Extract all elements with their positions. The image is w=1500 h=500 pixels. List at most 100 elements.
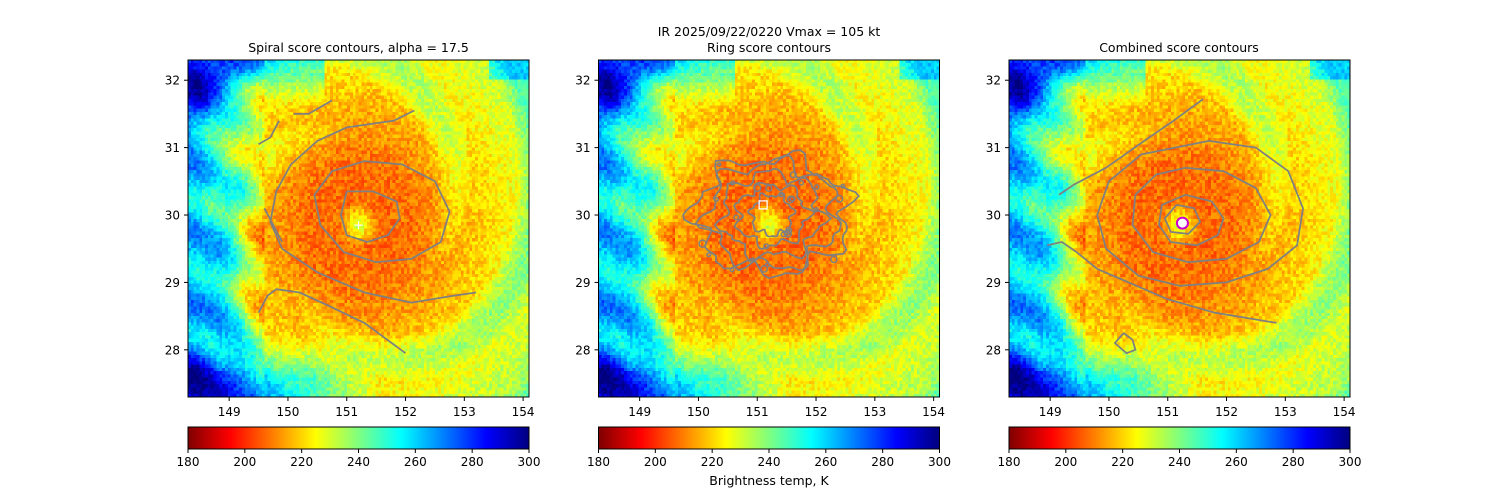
- spiral-axes-frame: [187, 59, 530, 398]
- x-tick-label: 153: [863, 405, 886, 419]
- contour-line: [263, 207, 283, 243]
- y-tick-label: 28: [575, 343, 590, 357]
- contour-line: [269, 109, 477, 304]
- spiral-colorbar: 180 200 220 240 260 280 300: [177, 426, 541, 469]
- contour-line: [258, 120, 280, 145]
- ring-contour-blob: [753, 183, 762, 193]
- colorbar-tick-label: 280: [871, 455, 894, 469]
- colorbar-tick-label: 300: [1339, 455, 1362, 469]
- contour-line: [257, 288, 407, 354]
- ring-contour: [746, 192, 797, 238]
- colorbar-tick-label: 260: [1225, 455, 1248, 469]
- spiral-panel-title: Spiral score contours, alpha = 17.5: [248, 40, 469, 55]
- x-tick-label: 153: [453, 405, 476, 419]
- ring-contour: [713, 167, 833, 263]
- combined-contours: [1047, 98, 1304, 355]
- contour-line: [1158, 193, 1225, 247]
- spiral-panel: 149 150 151 152 153 154 28 29 30 31 32 Spiral scor…: [165, 40, 541, 469]
- ring-contour: [733, 181, 816, 250]
- x-tick-label: 151: [335, 405, 358, 419]
- x-tick-label: 154: [1333, 405, 1356, 419]
- x-tick-label: 154: [512, 405, 535, 419]
- contour-line: [313, 160, 451, 264]
- colorbar-tick-label: 300: [518, 455, 541, 469]
- colorbar-tick-label: 180: [998, 455, 1021, 469]
- ring-contour-blob: [835, 194, 844, 203]
- ring-contours: [682, 149, 861, 280]
- ring-contour-blob: [813, 207, 819, 213]
- contour-line: [1113, 332, 1137, 355]
- center-square-marker: [758, 200, 768, 210]
- x-tick-label: 152: [1215, 405, 1238, 419]
- colorbar-label: Brightness temp, K: [709, 473, 829, 488]
- contour-line: [1163, 204, 1201, 235]
- ring-ticks: 149 150 151 152 153 154 28 29 30 31 32: [575, 74, 945, 419]
- ring-contour-blob: [798, 180, 805, 186]
- colorbar-tick-label: 280: [1282, 455, 1305, 469]
- ring-contour-blob: [840, 183, 846, 189]
- colorbar-tick-label: 180: [587, 455, 610, 469]
- brightness-temperature-image: [598, 60, 940, 397]
- colorbar-tick-label: 240: [1168, 455, 1191, 469]
- colorbar-tick-label: 200: [233, 455, 256, 469]
- center-cross-marker: [354, 221, 363, 230]
- combined-axes-frame: [1008, 59, 1351, 398]
- y-tick-label: 30: [986, 209, 1001, 223]
- colorbar-gradient: [187, 426, 530, 450]
- x-tick-label: 154: [922, 405, 945, 419]
- x-tick-label: 151: [1156, 405, 1179, 419]
- y-tick-label: 30: [165, 209, 180, 223]
- colorbar-tick-label: 240: [347, 455, 370, 469]
- ring-contour: [694, 154, 843, 272]
- x-tick-label: 150: [276, 405, 299, 419]
- ring-contour-blob: [729, 267, 735, 273]
- ring-contour-blob: [714, 196, 720, 202]
- combined-panel: 149 150 151 152 153 154 28 29 30 31 32 Combined sc…: [986, 40, 1362, 469]
- y-tick-label: 32: [165, 74, 180, 88]
- ring-brightness-image: [598, 60, 940, 397]
- x-tick-label: 149: [218, 405, 241, 419]
- combined-ticks: 149 150 151 152 153 154 28 29 30 31 32: [986, 74, 1356, 419]
- contour-line: [1096, 140, 1304, 287]
- colorbar-tick-label: 220: [701, 455, 724, 469]
- ring-contour-blob: [785, 226, 793, 234]
- colorbar-tick-label: 180: [177, 455, 200, 469]
- spiral-center-marker: [354, 221, 363, 230]
- ring-contour-blob: [780, 231, 787, 238]
- ring-center-marker: [758, 200, 768, 210]
- spiral-contours: [257, 99, 477, 354]
- colorbar-tick-label: 300: [928, 455, 951, 469]
- ring-contour-blob: [789, 171, 797, 179]
- ring-contour: [682, 149, 861, 280]
- colorbar-gradient: [1008, 426, 1351, 450]
- colorbar-tick-label: 260: [814, 455, 837, 469]
- y-tick-label: 31: [165, 141, 180, 155]
- combined-center-marker: [1175, 216, 1189, 230]
- x-tick-label: 153: [1274, 405, 1297, 419]
- contour-line: [340, 190, 401, 243]
- ring-contour-blob: [733, 214, 740, 221]
- combined-colorbar: 180 200 220 240 260 280 300: [998, 426, 1362, 469]
- ring-contour-blob: [763, 243, 770, 250]
- ring-contour-blob: [706, 252, 712, 258]
- colorbar-tick-label: 240: [758, 455, 781, 469]
- colorbar-tick-label: 200: [1054, 455, 1077, 469]
- ring-axes-frame: [598, 59, 940, 398]
- ring-contour-blob: [830, 255, 838, 264]
- y-tick-label: 28: [165, 343, 180, 357]
- y-tick-label: 29: [575, 276, 590, 290]
- y-tick-label: 29: [986, 276, 1001, 290]
- suptitle: IR 2025/09/22/0220 Vmax = 105 kt: [658, 24, 881, 39]
- ring-contour-blob: [778, 191, 785, 198]
- colorbar-tick-label: 220: [1111, 455, 1134, 469]
- x-tick-label: 152: [805, 405, 828, 419]
- y-tick-label: 31: [575, 141, 590, 155]
- x-tick-label: 152: [394, 405, 417, 419]
- y-tick-label: 32: [575, 74, 590, 88]
- ring-contour-blob: [698, 239, 707, 248]
- ring-contour-blob: [760, 264, 769, 273]
- y-tick-label: 32: [986, 74, 1001, 88]
- center-circle-marker: [1175, 216, 1189, 230]
- ring-panel-title: Ring score contours: [707, 40, 831, 55]
